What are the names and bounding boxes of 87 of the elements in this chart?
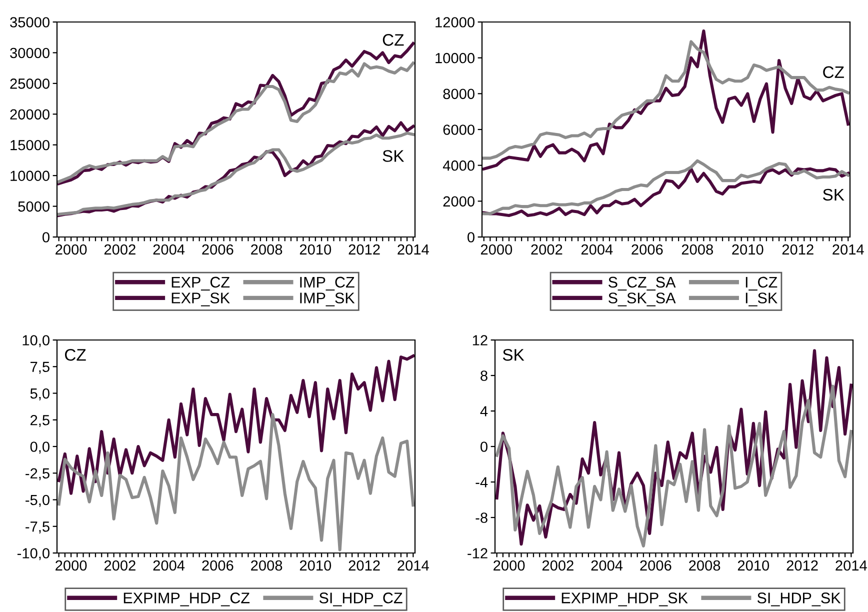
annotation: SK	[382, 150, 404, 162]
y-tick-label: 15000	[10, 140, 50, 150]
x-tick-label: 2006	[632, 244, 663, 255]
y-tick-label: -5,0	[26, 494, 50, 507]
x-tick-label: 2006	[202, 560, 234, 571]
y-tick-label: -12	[468, 548, 488, 558]
y-tick-label: 2000	[443, 196, 474, 207]
x-tick-label: 2008	[251, 244, 282, 255]
y-tick-label: 20000	[10, 109, 50, 120]
y-tick-label: -7,5	[26, 522, 50, 534]
x-tick-label: 2010	[300, 560, 332, 571]
y-tick-label: -10,0	[17, 548, 50, 560]
y-tick-label: 4	[480, 406, 488, 416]
legend-label: S_CZ_SA	[608, 276, 676, 291]
x-tick-label: 2012	[348, 560, 380, 571]
x-tick-label: 2000	[56, 560, 87, 571]
x-tick-label: 2012	[782, 244, 814, 255]
legend-label: EXPIMP_HDP_SK	[562, 592, 688, 606]
y-tick-label: 5000	[18, 201, 50, 212]
y-tick-label: 10,0	[22, 335, 50, 348]
x-tick-label: 2012	[786, 560, 818, 571]
line-series	[482, 159, 850, 216]
y-tick-label: -4	[476, 477, 488, 488]
x-tick-label: 2014	[398, 244, 429, 255]
y-tick-label: 30000	[10, 48, 50, 58]
x-tick-label: 2006	[202, 244, 234, 255]
y-tick-label: 0,0	[30, 442, 50, 454]
annotation: SK	[502, 348, 524, 361]
legend-label: IMP_CZ	[300, 276, 354, 291]
line-series	[495, 384, 853, 548]
legend-label: EXP_CZ	[172, 276, 230, 291]
legend-label: SI_HDP_CZ	[319, 592, 402, 606]
x-tick-label: 2002	[531, 244, 562, 255]
x-tick-label: 2002	[542, 560, 574, 571]
line-series	[482, 40, 850, 160]
x-tick-label: 2004	[153, 560, 185, 571]
y-tick-label: -2,5	[26, 468, 50, 480]
x-tick-label: 2014	[832, 244, 864, 255]
line-series	[57, 62, 415, 184]
line-series	[482, 29, 850, 170]
legend-label: SI_HDP_SK	[757, 592, 841, 606]
y-tick-label: 12	[472, 335, 488, 346]
legend-label: S_SK_SA	[608, 292, 676, 306]
line-series	[482, 167, 850, 218]
y-tick-label: 4000	[442, 160, 474, 171]
y-tick-label: -8	[476, 512, 488, 523]
x-tick-label: 2006	[640, 560, 672, 571]
y-tick-label: 7,5	[30, 362, 50, 374]
legend-label: I_SK	[746, 292, 778, 306]
x-tick-label: 2002	[104, 560, 136, 571]
y-tick-label: 0	[468, 232, 474, 242]
annotation: CZ	[65, 348, 86, 361]
x-tick-label: 2010	[738, 560, 770, 571]
legend-label: EXP_SK	[172, 292, 230, 306]
legend-label: IMP_SK	[300, 292, 355, 306]
x-tick-label: 2000	[56, 244, 87, 255]
x-tick-label: 2002	[104, 244, 136, 255]
legend-label: I_CZ	[746, 276, 778, 291]
y-tick-label: 25000	[10, 78, 50, 89]
y-tick-label: 35000	[10, 17, 50, 28]
y-tick-label: 12000	[436, 17, 474, 28]
x-tick-label: 2010	[300, 244, 332, 255]
x-tick-label: 2008	[689, 560, 720, 571]
x-tick-label: 2010	[732, 244, 764, 255]
annotation: SK	[823, 188, 844, 201]
y-tick-label: 8	[480, 370, 488, 381]
x-tick-label: 2012	[348, 244, 380, 255]
x-tick-label: 2004	[591, 560, 623, 571]
y-tick-label: 2,5	[30, 414, 50, 428]
x-tick-label: 2004	[581, 244, 613, 255]
annotation: CZ	[823, 66, 844, 78]
y-tick-label: 5,0	[30, 388, 50, 400]
y-tick-label: 10000	[436, 52, 474, 64]
y-tick-label: 6000	[443, 124, 474, 135]
line-series	[57, 413, 415, 552]
annotation: CZ	[382, 34, 404, 46]
y-tick-label: 8000	[443, 88, 474, 100]
y-tick-label: 0	[480, 442, 488, 452]
y-tick-label: 10000	[10, 170, 50, 181]
x-tick-label: 2004	[153, 244, 185, 255]
x-tick-label: 2014	[398, 560, 429, 571]
x-tick-label: 2014	[836, 560, 867, 571]
x-tick-label: 2000	[494, 560, 525, 571]
y-tick-label: 0	[42, 232, 50, 242]
legend-label: EXPIMP_HDP_CZ	[124, 592, 250, 606]
x-tick-label: 2008	[251, 560, 282, 571]
x-tick-label: 2008	[682, 244, 713, 255]
